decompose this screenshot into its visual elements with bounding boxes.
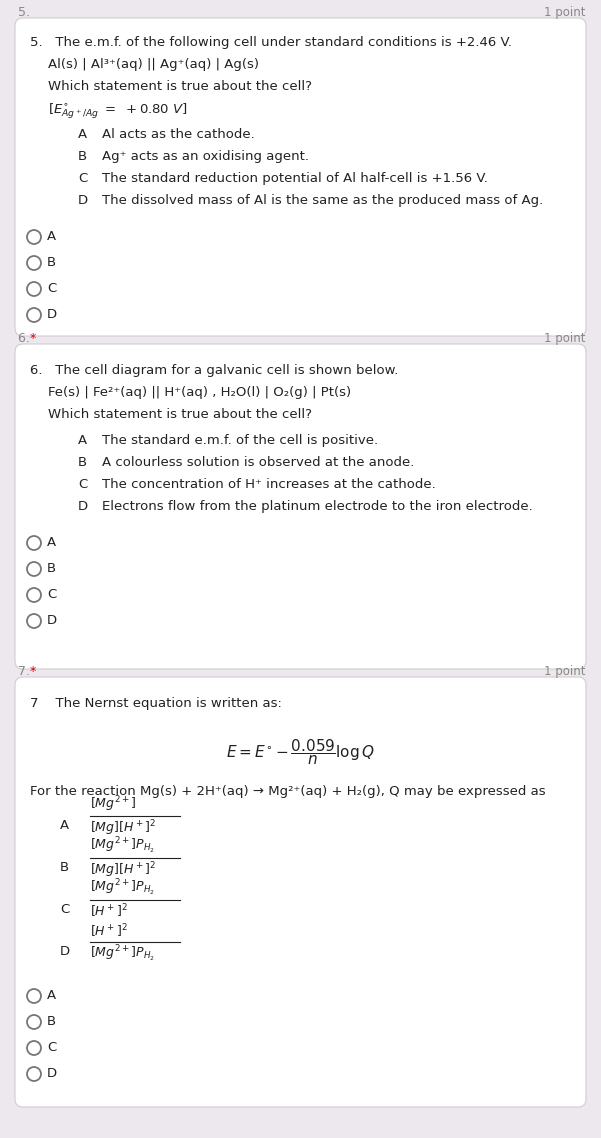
Text: D: D [78,193,88,207]
Text: 1 point: 1 point [545,332,586,345]
Text: $[Mg][H^+]^2$: $[Mg][H^+]^2$ [90,860,156,880]
Text: $[Mg^{2+}]P_{H_2}$: $[Mg^{2+}]P_{H_2}$ [90,835,155,856]
Text: $[Mg^{2+}]$: $[Mg^{2+}]$ [90,794,136,814]
Text: D: D [78,500,88,513]
Text: Fe(s) | Fe²⁺(aq) || H⁺(aq) , H₂O(l) | O₂(g) | Pt(s): Fe(s) | Fe²⁺(aq) || H⁺(aq) , H₂O(l) | O₂… [48,386,351,399]
Text: Which statement is true about the cell?: Which statement is true about the cell? [48,409,312,421]
Text: D: D [47,615,57,627]
Text: C: C [60,902,69,916]
Text: A: A [47,230,56,244]
Text: C: C [78,478,87,490]
Text: The concentration of H⁺ increases at the cathode.: The concentration of H⁺ increases at the… [102,478,436,490]
Text: C: C [47,282,56,295]
Text: $[E^{\circ}_{Ag^+/Ag}\ =\ +0.80\ V]$: $[E^{\circ}_{Ag^+/Ag}\ =\ +0.80\ V]$ [48,102,188,122]
Text: $[Mg^{2+}]P_{H_2}$: $[Mg^{2+}]P_{H_2}$ [90,877,155,898]
FancyBboxPatch shape [15,677,586,1107]
Text: Al acts as the cathode.: Al acts as the cathode. [102,127,255,141]
Text: C: C [47,588,56,601]
Text: *: * [30,332,36,345]
Text: A: A [78,127,87,141]
FancyBboxPatch shape [15,18,586,336]
Text: D: D [47,308,57,321]
Text: A: A [47,536,56,549]
Text: 1 point: 1 point [545,6,586,19]
Text: $[H^+]^2$: $[H^+]^2$ [90,902,128,920]
Text: A: A [47,989,56,1001]
Text: $[Mg][H^+]^2$: $[Mg][H^+]^2$ [90,818,156,838]
Text: Ag⁺ acts as an oxidising agent.: Ag⁺ acts as an oxidising agent. [102,150,309,163]
Text: The standard reduction potential of Al half-cell is +1.56 V.: The standard reduction potential of Al h… [102,172,488,185]
Text: Which statement is true about the cell?: Which statement is true about the cell? [48,80,312,93]
Text: 5.   The e.m.f. of the following cell under standard conditions is +2.46 V.: 5. The e.m.f. of the following cell unde… [30,36,512,49]
Text: B: B [60,861,69,874]
Text: 7.: 7. [18,665,34,678]
Text: B: B [78,456,87,469]
Text: C: C [47,1041,56,1054]
Text: Electrons flow from the platinum electrode to the iron electrode.: Electrons flow from the platinum electro… [102,500,532,513]
Text: B: B [47,1015,56,1028]
Text: The standard e.m.f. of the cell is positive.: The standard e.m.f. of the cell is posit… [102,434,378,447]
Text: B: B [47,256,56,269]
Text: *: * [30,665,36,678]
FancyBboxPatch shape [15,344,586,669]
Text: $[H^+]^2$: $[H^+]^2$ [90,923,128,940]
Text: 7    The Nernst equation is written as:: 7 The Nernst equation is written as: [30,696,282,710]
Text: D: D [60,945,70,958]
Text: B: B [47,562,56,575]
Text: A: A [78,434,87,447]
Text: The dissolved mass of Al is the same as the produced mass of Ag.: The dissolved mass of Al is the same as … [102,193,543,207]
Text: 1 point: 1 point [545,665,586,678]
Text: $[Mg^{2+}]P_{H_2}$: $[Mg^{2+}]P_{H_2}$ [90,945,155,964]
Text: D: D [47,1067,57,1080]
Text: Al(s) | Al³⁺(aq) || Ag⁺(aq) | Ag(s): Al(s) | Al³⁺(aq) || Ag⁺(aq) | Ag(s) [48,58,259,71]
Text: 5.: 5. [18,6,30,19]
Text: 6.: 6. [18,332,34,345]
Text: For the reaction Mg(s) + 2H⁺(aq) → Mg²⁺(aq) + H₂(g), Q may be expressed as: For the reaction Mg(s) + 2H⁺(aq) → Mg²⁺(… [30,785,546,798]
Text: $E = E^{\circ} - \dfrac{0.059}{n}\log Q$: $E = E^{\circ} - \dfrac{0.059}{n}\log Q$ [225,737,374,767]
Text: C: C [78,172,87,185]
Text: B: B [78,150,87,163]
Text: A colourless solution is observed at the anode.: A colourless solution is observed at the… [102,456,414,469]
Text: 6.   The cell diagram for a galvanic cell is shown below.: 6. The cell diagram for a galvanic cell … [30,364,398,377]
Text: A: A [60,819,69,832]
